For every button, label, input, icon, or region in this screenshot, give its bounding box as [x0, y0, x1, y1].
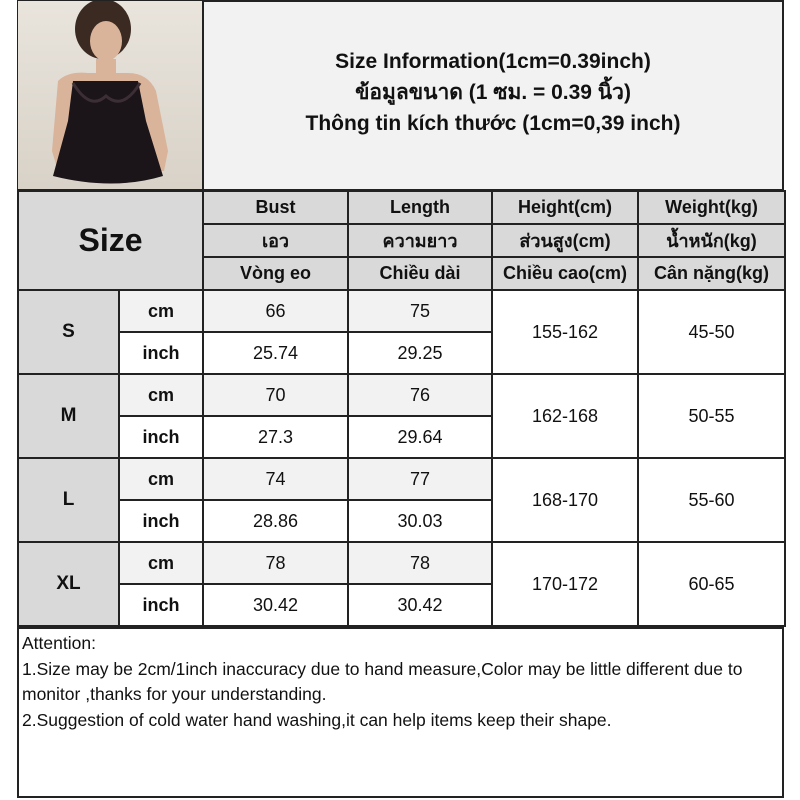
size-cell: L: [17, 457, 120, 543]
col-length-th: ความยาว: [347, 223, 493, 258]
attention-notes: Attention: 1.Size may be 2cm/1inch inacc…: [17, 627, 784, 798]
bust-cm: 78: [202, 541, 349, 585]
table-row: L cm 74 77 168-170 55-60: [17, 457, 786, 543]
col-height-vi: Chiều cao(cm): [491, 256, 639, 291]
height-range: 162-168: [491, 373, 639, 459]
notes-title: Attention:: [22, 633, 96, 653]
size-info-header: Size Information(1cm=0.39inch) ข้อมูลขนา…: [202, 0, 784, 191]
length-cm: 76: [347, 373, 493, 417]
table-row: S cm 66 75 155-162 45-50: [17, 289, 786, 375]
size-cell: M: [17, 373, 120, 459]
table-row: inch 27.3 29.64: [18, 415, 785, 459]
unit-cm: cm: [118, 457, 204, 501]
col-height-en: Height(cm): [491, 190, 639, 225]
bust-cm: 66: [202, 289, 349, 333]
col-weight-en: Weight(kg): [637, 190, 786, 225]
weight-range: 55-60: [637, 457, 786, 543]
length-inch: 30.03: [347, 499, 493, 543]
length-inch: 29.64: [347, 415, 493, 459]
col-length-vi: Chiều dài: [347, 256, 493, 291]
bust-inch: 28.86: [202, 499, 349, 543]
length-cm: 75: [347, 289, 493, 333]
unit-cm: cm: [118, 289, 204, 333]
unit-cm: cm: [118, 541, 204, 585]
length-cm: 77: [347, 457, 493, 501]
col-bust-th: เอว: [202, 223, 349, 258]
col-height-th: ส่วนสูง(cm): [491, 223, 639, 258]
unit-cm: cm: [118, 373, 204, 417]
table-row: XL cm 78 78 170-172 60-65: [17, 541, 786, 627]
header-title-vi: Thông tin kích thước (1cm=0,39 inch): [305, 112, 681, 135]
weight-range: 60-65: [637, 541, 786, 627]
height-range: 170-172: [491, 541, 639, 627]
unit-inch: inch: [118, 415, 204, 459]
bust-cm: 70: [202, 373, 349, 417]
table-row: inch 30.42 30.42: [18, 583, 785, 627]
col-length-en: Length: [347, 190, 493, 225]
product-photo: [17, 0, 203, 190]
note-2: 2.Suggestion of cold water hand washing,…: [22, 709, 612, 730]
weight-range: 50-55: [637, 373, 786, 459]
unit-inch: inch: [118, 331, 204, 375]
header-title-th: ข้อมูลขนาด (1 ซม. = 0.39 นิ้ว): [355, 81, 631, 104]
bust-inch: 30.42: [202, 583, 349, 627]
table-row: inch 28.86 30.03: [18, 499, 785, 543]
bust-cm: 74: [202, 457, 349, 501]
table-row: inch 25.74 29.25: [18, 331, 785, 375]
size-cell: S: [17, 289, 120, 375]
unit-inch: inch: [118, 583, 204, 627]
bust-inch: 25.74: [202, 331, 349, 375]
col-weight-th: น้ำหนัก(kg): [637, 223, 786, 258]
table-row: M cm 70 76 162-168 50-55: [17, 373, 786, 459]
lingerie-model-image: [52, 1, 168, 184]
unit-inch: inch: [118, 499, 204, 543]
size-cell: XL: [17, 541, 120, 627]
length-inch: 29.25: [347, 331, 493, 375]
col-bust-vi: Vòng eo: [202, 256, 349, 291]
header-title-en: Size Information(1cm=0.39inch): [335, 50, 651, 73]
height-range: 155-162: [491, 289, 639, 375]
col-bust-en: Bust: [202, 190, 349, 225]
bust-inch: 27.3: [202, 415, 349, 459]
col-weight-vi: Cân nặng(kg): [637, 256, 786, 291]
note-1: 1.Size may be 2cm/1inch inaccuracy due t…: [22, 658, 743, 705]
size-table: Size Bust Length Height(cm) Weight(kg) เ…: [17, 190, 786, 627]
length-inch: 30.42: [347, 583, 493, 627]
length-cm: 78: [347, 541, 493, 585]
height-range: 168-170: [491, 457, 639, 543]
weight-range: 45-50: [637, 289, 786, 375]
size-heading: Size: [17, 190, 204, 291]
